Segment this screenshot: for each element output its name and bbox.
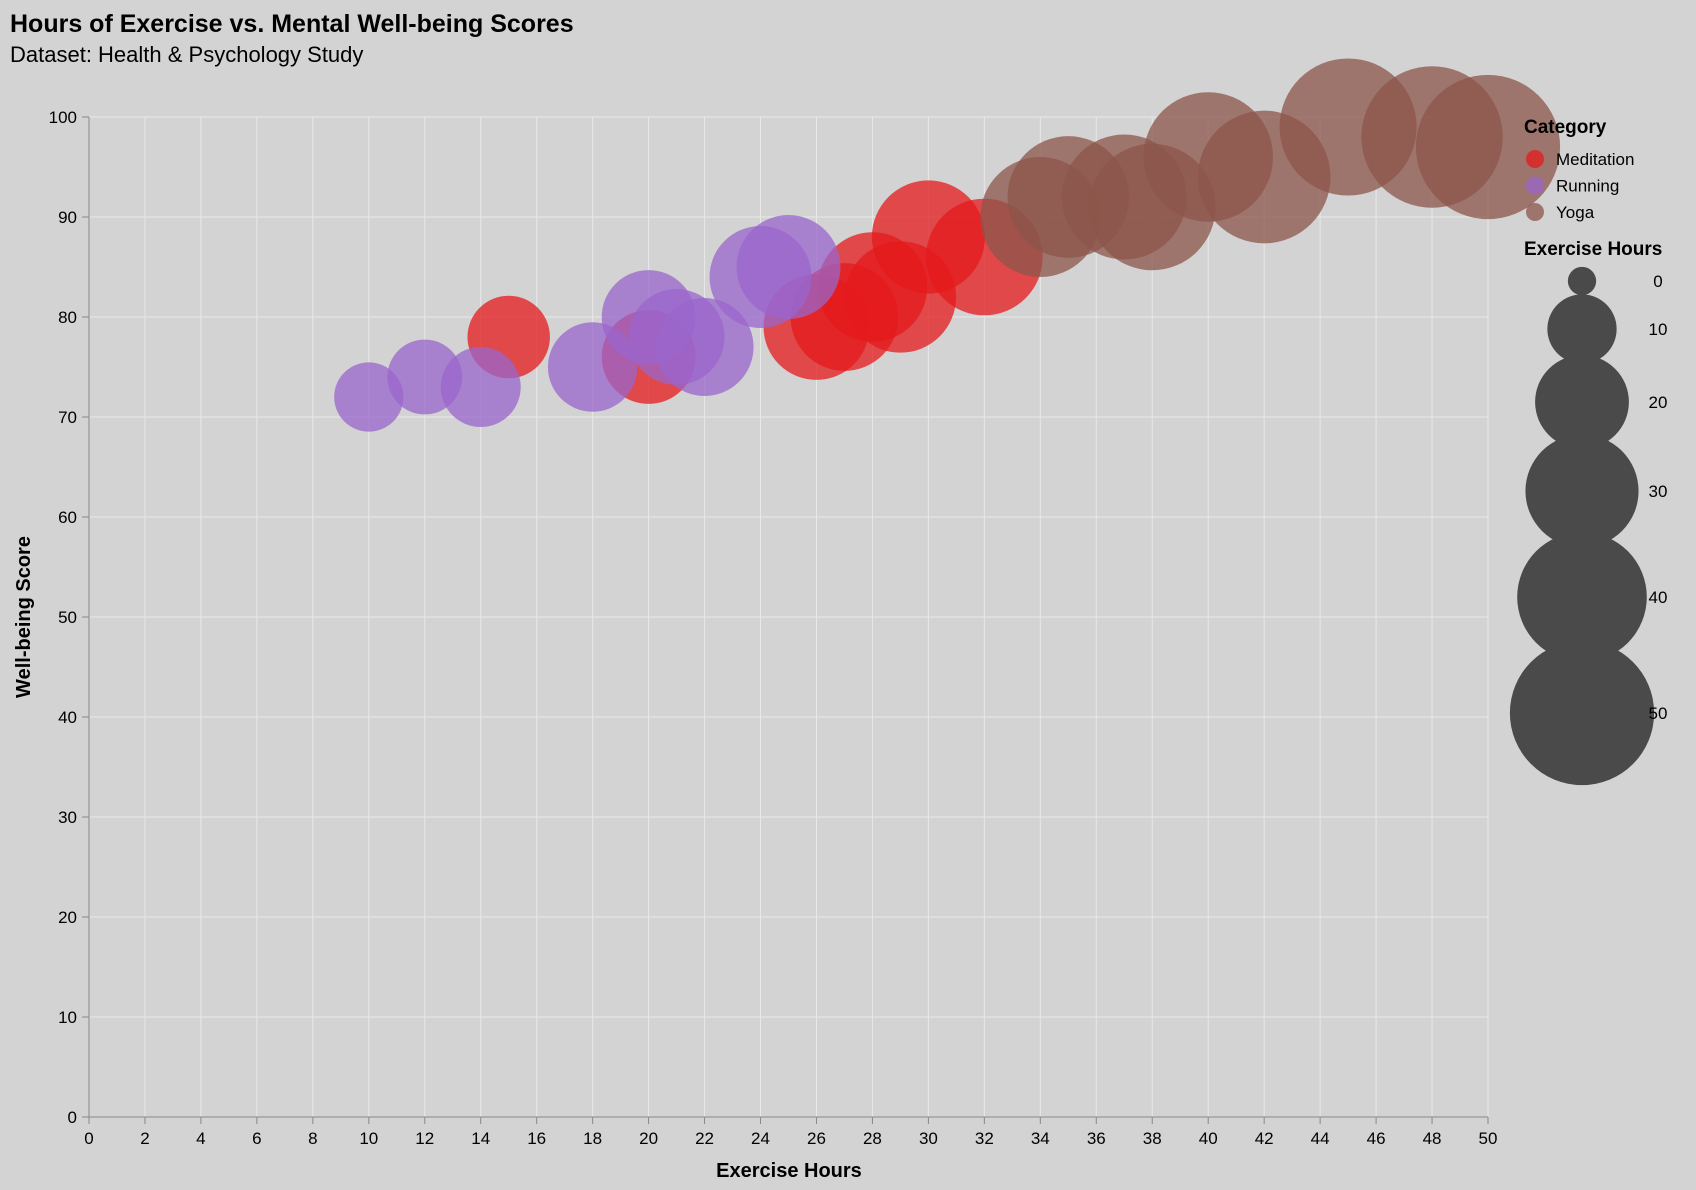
x-tick-label: 24	[751, 1129, 770, 1148]
x-tick-label: 28	[863, 1129, 882, 1148]
y-tick-label: 90	[58, 208, 77, 227]
x-tick-label: 0	[84, 1129, 93, 1148]
axes: 0 2 4 6 8 10 12 14 16 18 20 22 24 26 28 30 32 34 36 38 40 42 4…	[49, 108, 1498, 1148]
legend: Category Meditation Running Yoga Exercise …	[1509, 117, 1668, 786]
x-tick-label: 20	[639, 1129, 658, 1148]
x-tick-label: 38	[1143, 1129, 1162, 1148]
x-tick-label: 42	[1255, 1129, 1274, 1148]
legend-swatch-yoga	[1526, 203, 1544, 221]
point-running	[440, 347, 521, 427]
legend-size-label: 20	[1649, 393, 1668, 412]
x-tick-label: 18	[583, 1129, 602, 1148]
legend-color-title: Category	[1524, 117, 1607, 138]
y-tick-label: 80	[58, 308, 77, 327]
x-tick-label: 16	[527, 1129, 546, 1148]
x-tick-label: 40	[1199, 1129, 1218, 1148]
x-tick-label: 22	[695, 1129, 714, 1148]
y-tick-label: 70	[58, 408, 77, 427]
data-points	[334, 58, 1561, 432]
legend-size-circle	[1547, 294, 1617, 364]
y-tick-label: 10	[58, 1008, 77, 1027]
legend-label-yoga: Yoga	[1556, 203, 1595, 222]
y-axis-title: Well-being Score	[13, 536, 35, 698]
x-tick-label: 48	[1423, 1129, 1442, 1148]
legend-swatch-meditation	[1526, 150, 1544, 168]
x-tick-label: 6	[252, 1129, 261, 1148]
legend-size-circle	[1535, 355, 1629, 449]
y-tick-label: 100	[49, 108, 77, 127]
point-running	[334, 362, 404, 432]
legend-size-label: 10	[1649, 320, 1668, 339]
point-yoga	[1415, 74, 1561, 220]
legend-size-circle	[1517, 532, 1647, 662]
x-tick-label: 30	[919, 1129, 938, 1148]
legend-label-meditation: Meditation	[1556, 150, 1634, 169]
y-tick-label: 0	[68, 1108, 77, 1127]
chart-subtitle: Dataset: Health & Psychology Study	[10, 42, 363, 67]
x-tick-label: 10	[359, 1129, 378, 1148]
x-tick-label: 2	[140, 1129, 149, 1148]
legend-size-label: 40	[1649, 588, 1668, 607]
legend-size-label: 30	[1649, 482, 1668, 501]
y-tick-label: 20	[58, 908, 77, 927]
grid	[88, 116, 1489, 1118]
point-running	[736, 215, 841, 319]
x-tick-label: 44	[1311, 1129, 1330, 1148]
legend-size-circle	[1525, 434, 1639, 548]
x-tick-label: 12	[415, 1129, 434, 1148]
x-tick-label: 50	[1479, 1129, 1498, 1148]
y-tick-label: 60	[58, 508, 77, 527]
chart-title: Hours of Exercise vs. Mental Well-being …	[10, 10, 574, 38]
legend-size-circle	[1567, 266, 1597, 296]
x-axis-title: Exercise Hours	[716, 1160, 862, 1182]
x-tick-label: 34	[1031, 1129, 1050, 1148]
x-tick-label: 8	[308, 1129, 317, 1148]
x-tick-label: 46	[1367, 1129, 1386, 1148]
x-tick-label: 4	[196, 1129, 205, 1148]
legend-size-label: 50	[1649, 704, 1668, 723]
x-tick-label: 36	[1087, 1129, 1106, 1148]
x-tick-label: 26	[807, 1129, 826, 1148]
point-running	[655, 298, 754, 396]
x-tick-label: 32	[975, 1129, 994, 1148]
legend-label-running: Running	[1556, 177, 1619, 196]
y-tick-label: 50	[58, 608, 77, 627]
y-tick-label: 30	[58, 808, 77, 827]
y-tick-label: 40	[58, 708, 77, 727]
legend-size-label: 0	[1653, 272, 1662, 291]
x-tick-label: 14	[471, 1129, 490, 1148]
legend-size-title: Exercise Hours	[1524, 239, 1662, 260]
legend-swatch-running	[1526, 176, 1544, 195]
legend-size-circle	[1509, 640, 1655, 786]
